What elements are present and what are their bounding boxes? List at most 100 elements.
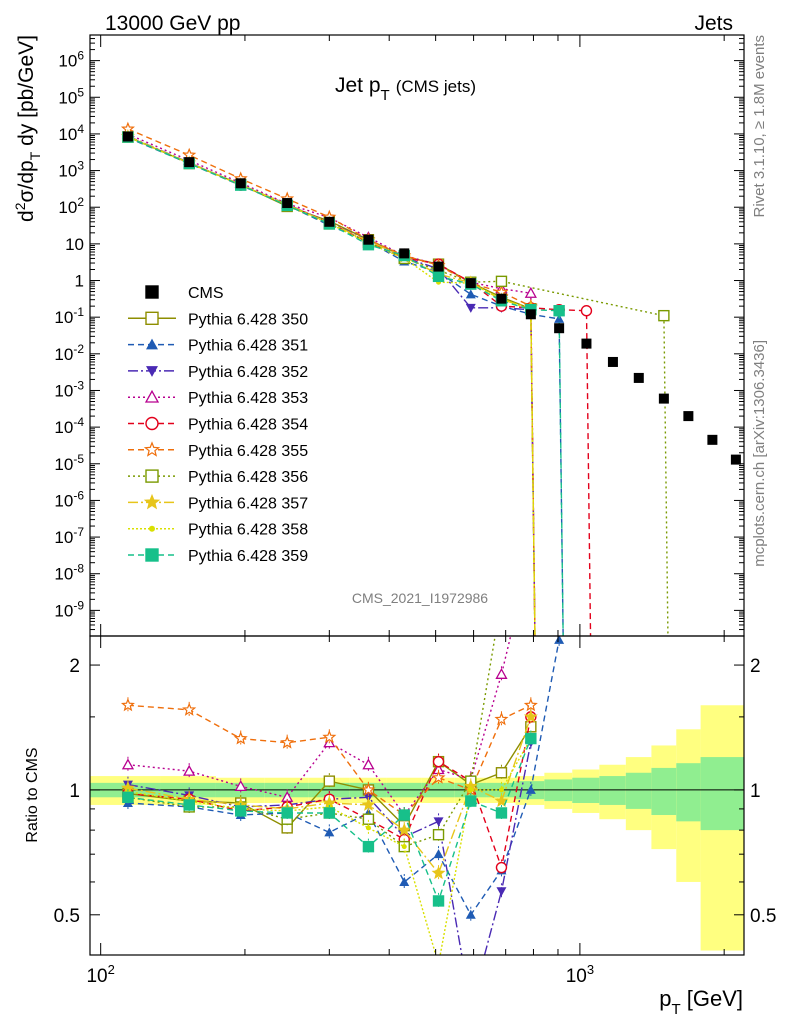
y-tick-label: 104 <box>58 122 84 144</box>
ratio-series-line-9 <box>127 738 532 903</box>
cms-data-point-17 <box>707 434 718 445</box>
band-inner-17 <box>700 757 744 831</box>
main-plot-area <box>120 121 741 636</box>
ratio-point-9-9 <box>495 807 508 819</box>
ratio-point-1-8 <box>465 909 476 919</box>
band-inner-13 <box>599 776 626 805</box>
legend-label-1: Pythia 6.428 350 <box>188 311 308 328</box>
cms-data-point-11 <box>554 323 565 334</box>
main-point-1-8 <box>465 289 476 299</box>
main-point-6-9 <box>495 275 508 288</box>
ratio-point-9-6 <box>398 809 410 821</box>
ratio-point-2-7 <box>433 817 444 827</box>
ratio-point-8-6 <box>401 844 407 850</box>
legend-label-3: Pythia 6.428 352 <box>188 364 308 381</box>
main-series-line-8 <box>127 136 536 636</box>
ratio-y-tick-label-right: 1 <box>750 781 761 802</box>
ratio-point-8-7 <box>436 962 441 967</box>
main-series-line-4 <box>127 136 592 636</box>
legend-marker-2 <box>146 338 158 350</box>
main-point-3-10 <box>524 286 537 298</box>
legend-label-6: Pythia 6.428 355 <box>188 443 308 460</box>
ratio-point-5-0 <box>120 697 135 712</box>
main-series-line-3 <box>127 133 536 636</box>
ratio-point-7-5 <box>361 797 376 811</box>
ratio-point-2-9 <box>496 887 507 897</box>
legend-marker-5 <box>145 416 159 431</box>
y-tick-label: 10-8 <box>54 562 84 584</box>
legend-marker-10 <box>145 548 159 562</box>
ratio-frame <box>89 635 745 956</box>
band-inner-14 <box>625 772 652 809</box>
y-tick-label: 10-6 <box>54 488 84 510</box>
ratio-y-tick-label-left: 1 <box>69 781 80 802</box>
ratio-point-8-8 <box>468 787 474 793</box>
cms-data-point-8 <box>465 278 476 289</box>
ratio-point-0-4 <box>323 775 336 787</box>
ratio-point-5-5 <box>361 782 376 796</box>
header-category: Jets <box>694 12 733 35</box>
ratio-point-0-9 <box>495 767 508 779</box>
plot-title-main: Jet p <box>335 74 381 97</box>
cms-data-point-18 <box>730 454 741 465</box>
main-series-line-9 <box>127 136 564 636</box>
ratio-y-axis-label: Ratio to CMS <box>24 747 41 842</box>
cms-data-point-15 <box>658 393 669 404</box>
mcplots-reference-label: mcplots.cern.ch [arXiv:1306.3436] <box>751 340 768 567</box>
legend-label-0: CMS <box>188 285 224 302</box>
y-tick-label: 106 <box>58 49 84 71</box>
x-tick-label: 103 <box>566 962 594 987</box>
cms-data-point-12 <box>581 338 592 349</box>
y-tick-label: 105 <box>58 85 84 107</box>
cms-data-point-7 <box>433 261 444 272</box>
ratio-point-1-10 <box>525 784 536 794</box>
ratio-point-9-7 <box>432 895 445 907</box>
cms-data-point-6 <box>399 248 410 259</box>
y-tick-label: 10-4 <box>54 415 84 437</box>
rivet-version-label: Rivet 3.1.10, ≥ 1.8M events <box>751 35 768 218</box>
cms-data-point-4 <box>324 216 335 227</box>
main-point-9-11 <box>553 305 565 317</box>
legend-label-5: Pythia 6.428 354 <box>188 417 308 434</box>
ratio-point-5-10 <box>523 697 538 712</box>
cms-data-point-16 <box>683 411 694 422</box>
cms-data-point-1 <box>184 157 195 168</box>
ratio-point-8-5 <box>365 825 371 831</box>
ratio-point-7-7 <box>431 865 446 880</box>
y-tick-label: 10-9 <box>54 598 84 620</box>
ratio-point-3-1 <box>183 764 196 776</box>
ratio-point-7-10 <box>523 709 538 723</box>
ratio-point-9-3 <box>281 807 293 819</box>
ratio-point-3-9 <box>495 667 508 679</box>
ratio-point-4-7 <box>432 755 445 768</box>
ratio-point-5-3 <box>280 735 295 749</box>
ratio-point-7-9 <box>494 793 509 808</box>
legend-label-8: Pythia 6.428 357 <box>188 495 308 512</box>
cms-data-point-14 <box>633 372 644 383</box>
ratio-point-3-2 <box>234 780 247 792</box>
legend-label-9: Pythia 6.428 358 <box>188 522 308 539</box>
ratio-point-4-9 <box>495 861 508 874</box>
main-point-6-10 <box>658 309 670 322</box>
ratio-point-9-1 <box>183 799 195 811</box>
cms-data-point-0 <box>122 131 133 142</box>
ratio-y-tick-label-right: 2 <box>750 656 761 677</box>
ratio-series-line-6 <box>127 636 496 848</box>
ratio-point-1-6 <box>399 876 410 886</box>
y-tick-label: 10-3 <box>54 378 84 400</box>
ratio-point-2-8 <box>466 1003 476 1012</box>
upper-y-axis-label: d2σ/dpT dy [pb/GeV] <box>12 35 43 222</box>
ratio-point-5-9 <box>494 711 509 726</box>
ratio-point-5-7 <box>431 770 446 784</box>
ratio-point-6-9 <box>496 593 506 603</box>
ratio-series-line-1 <box>127 639 560 917</box>
header-energy: 13000 GeV pp <box>105 12 240 35</box>
legend-marker-4 <box>144 389 160 403</box>
ratio-series-line-8 <box>127 738 532 955</box>
main-frame <box>89 34 745 637</box>
ratio-point-5-4 <box>322 729 337 744</box>
ratio-point-9-0 <box>122 791 134 803</box>
band-inner-16 <box>676 763 701 822</box>
